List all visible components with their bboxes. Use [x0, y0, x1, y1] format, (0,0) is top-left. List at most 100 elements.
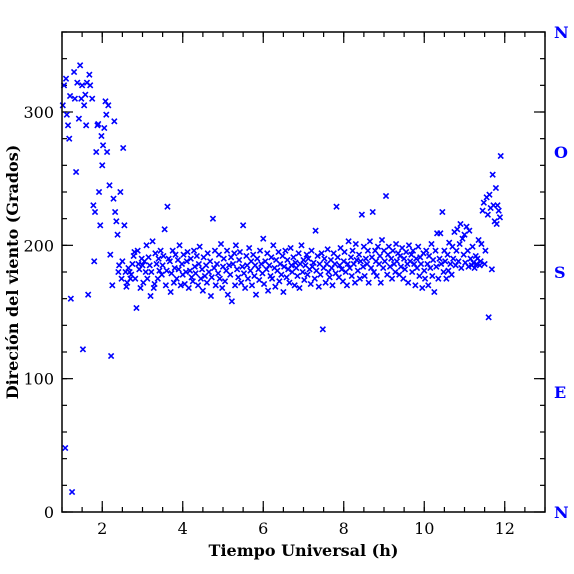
data-point — [416, 272, 423, 280]
data-point — [169, 247, 176, 254]
data-point — [152, 250, 159, 257]
data-point — [212, 282, 219, 289]
data-point — [442, 258, 449, 265]
data-point — [142, 268, 149, 276]
data-point — [454, 226, 461, 233]
data-point — [388, 255, 395, 262]
data-point — [161, 226, 168, 233]
data-point — [493, 220, 500, 228]
data-point — [147, 292, 154, 300]
data-point — [292, 259, 299, 266]
data-point — [160, 252, 167, 260]
data-point — [471, 264, 478, 272]
data-point — [459, 235, 466, 242]
data-point — [364, 247, 372, 254]
data-point — [304, 271, 311, 278]
data-point — [192, 270, 199, 277]
data-point — [437, 260, 445, 268]
data-point — [301, 276, 308, 284]
data-point — [216, 275, 223, 282]
y-axis-title: Direción del viento (Grados) — [3, 145, 22, 400]
data-point — [376, 252, 384, 260]
data-point — [386, 263, 394, 270]
data-point — [107, 352, 115, 360]
data-point — [350, 260, 357, 268]
data-point — [282, 247, 289, 254]
data-point — [168, 270, 175, 277]
data-point — [333, 203, 340, 210]
data-point — [326, 274, 333, 281]
data-point — [113, 218, 120, 225]
data-point — [64, 122, 72, 129]
data-point — [494, 202, 501, 209]
data-point — [279, 252, 286, 260]
data-point — [213, 260, 221, 268]
data-point — [189, 278, 196, 285]
data-point — [182, 268, 190, 276]
data-point — [97, 222, 104, 229]
data-point — [105, 102, 112, 109]
data-point — [172, 251, 179, 258]
data-point — [215, 251, 223, 258]
data-point — [400, 275, 407, 282]
data-point — [268, 254, 275, 261]
data-point — [231, 282, 239, 289]
data-point — [156, 267, 163, 274]
data-point — [324, 246, 331, 253]
data-point — [355, 251, 363, 258]
data-point — [421, 275, 429, 282]
data-point — [191, 263, 198, 270]
data-point — [260, 280, 268, 288]
data-point — [308, 247, 315, 254]
data-point — [117, 188, 124, 196]
data-point — [248, 282, 256, 289]
data-point — [223, 247, 231, 254]
x-axis-title: Tiempo Universal (h) — [209, 541, 399, 560]
data-point — [114, 231, 121, 238]
data-point — [162, 282, 170, 289]
data-point — [341, 248, 348, 256]
data-point — [343, 282, 351, 289]
data-point — [417, 260, 425, 268]
data-point — [276, 278, 283, 285]
data-point — [167, 288, 174, 296]
data-point — [402, 248, 410, 256]
data-point — [429, 272, 436, 280]
data-point — [448, 271, 455, 278]
data-point — [121, 222, 128, 229]
data-point — [303, 251, 310, 258]
y-tick-label: 300 — [23, 103, 54, 122]
data-point — [353, 256, 360, 264]
data-point — [177, 282, 184, 289]
data-point — [244, 275, 252, 282]
data-point — [406, 258, 414, 265]
data-point — [151, 280, 158, 288]
data-point — [294, 272, 301, 280]
data-point — [184, 248, 191, 256]
data-point — [321, 255, 328, 262]
data-point — [478, 240, 485, 248]
data-point — [175, 266, 182, 273]
compass-label: S — [554, 263, 566, 282]
data-point — [171, 264, 178, 272]
data-point — [413, 255, 420, 262]
data-point — [280, 288, 287, 296]
data-point — [305, 255, 312, 262]
data-point — [392, 268, 399, 276]
data-point — [480, 199, 487, 206]
data-point — [400, 255, 408, 262]
data-point — [496, 214, 504, 221]
axis-tick-labels: 2 4 6 8 10 12 0 100 200 300 — [23, 103, 514, 538]
data-point — [338, 266, 345, 273]
data-point — [381, 258, 388, 265]
data-point — [235, 256, 243, 264]
x-tick-label: 2 — [97, 519, 107, 538]
data-point — [315, 283, 322, 290]
data-point — [227, 271, 234, 278]
data-point — [352, 240, 359, 248]
data-point — [288, 262, 295, 269]
data-point — [378, 236, 386, 244]
data-point — [423, 247, 430, 254]
data-point — [344, 260, 351, 268]
data-point — [170, 279, 178, 286]
